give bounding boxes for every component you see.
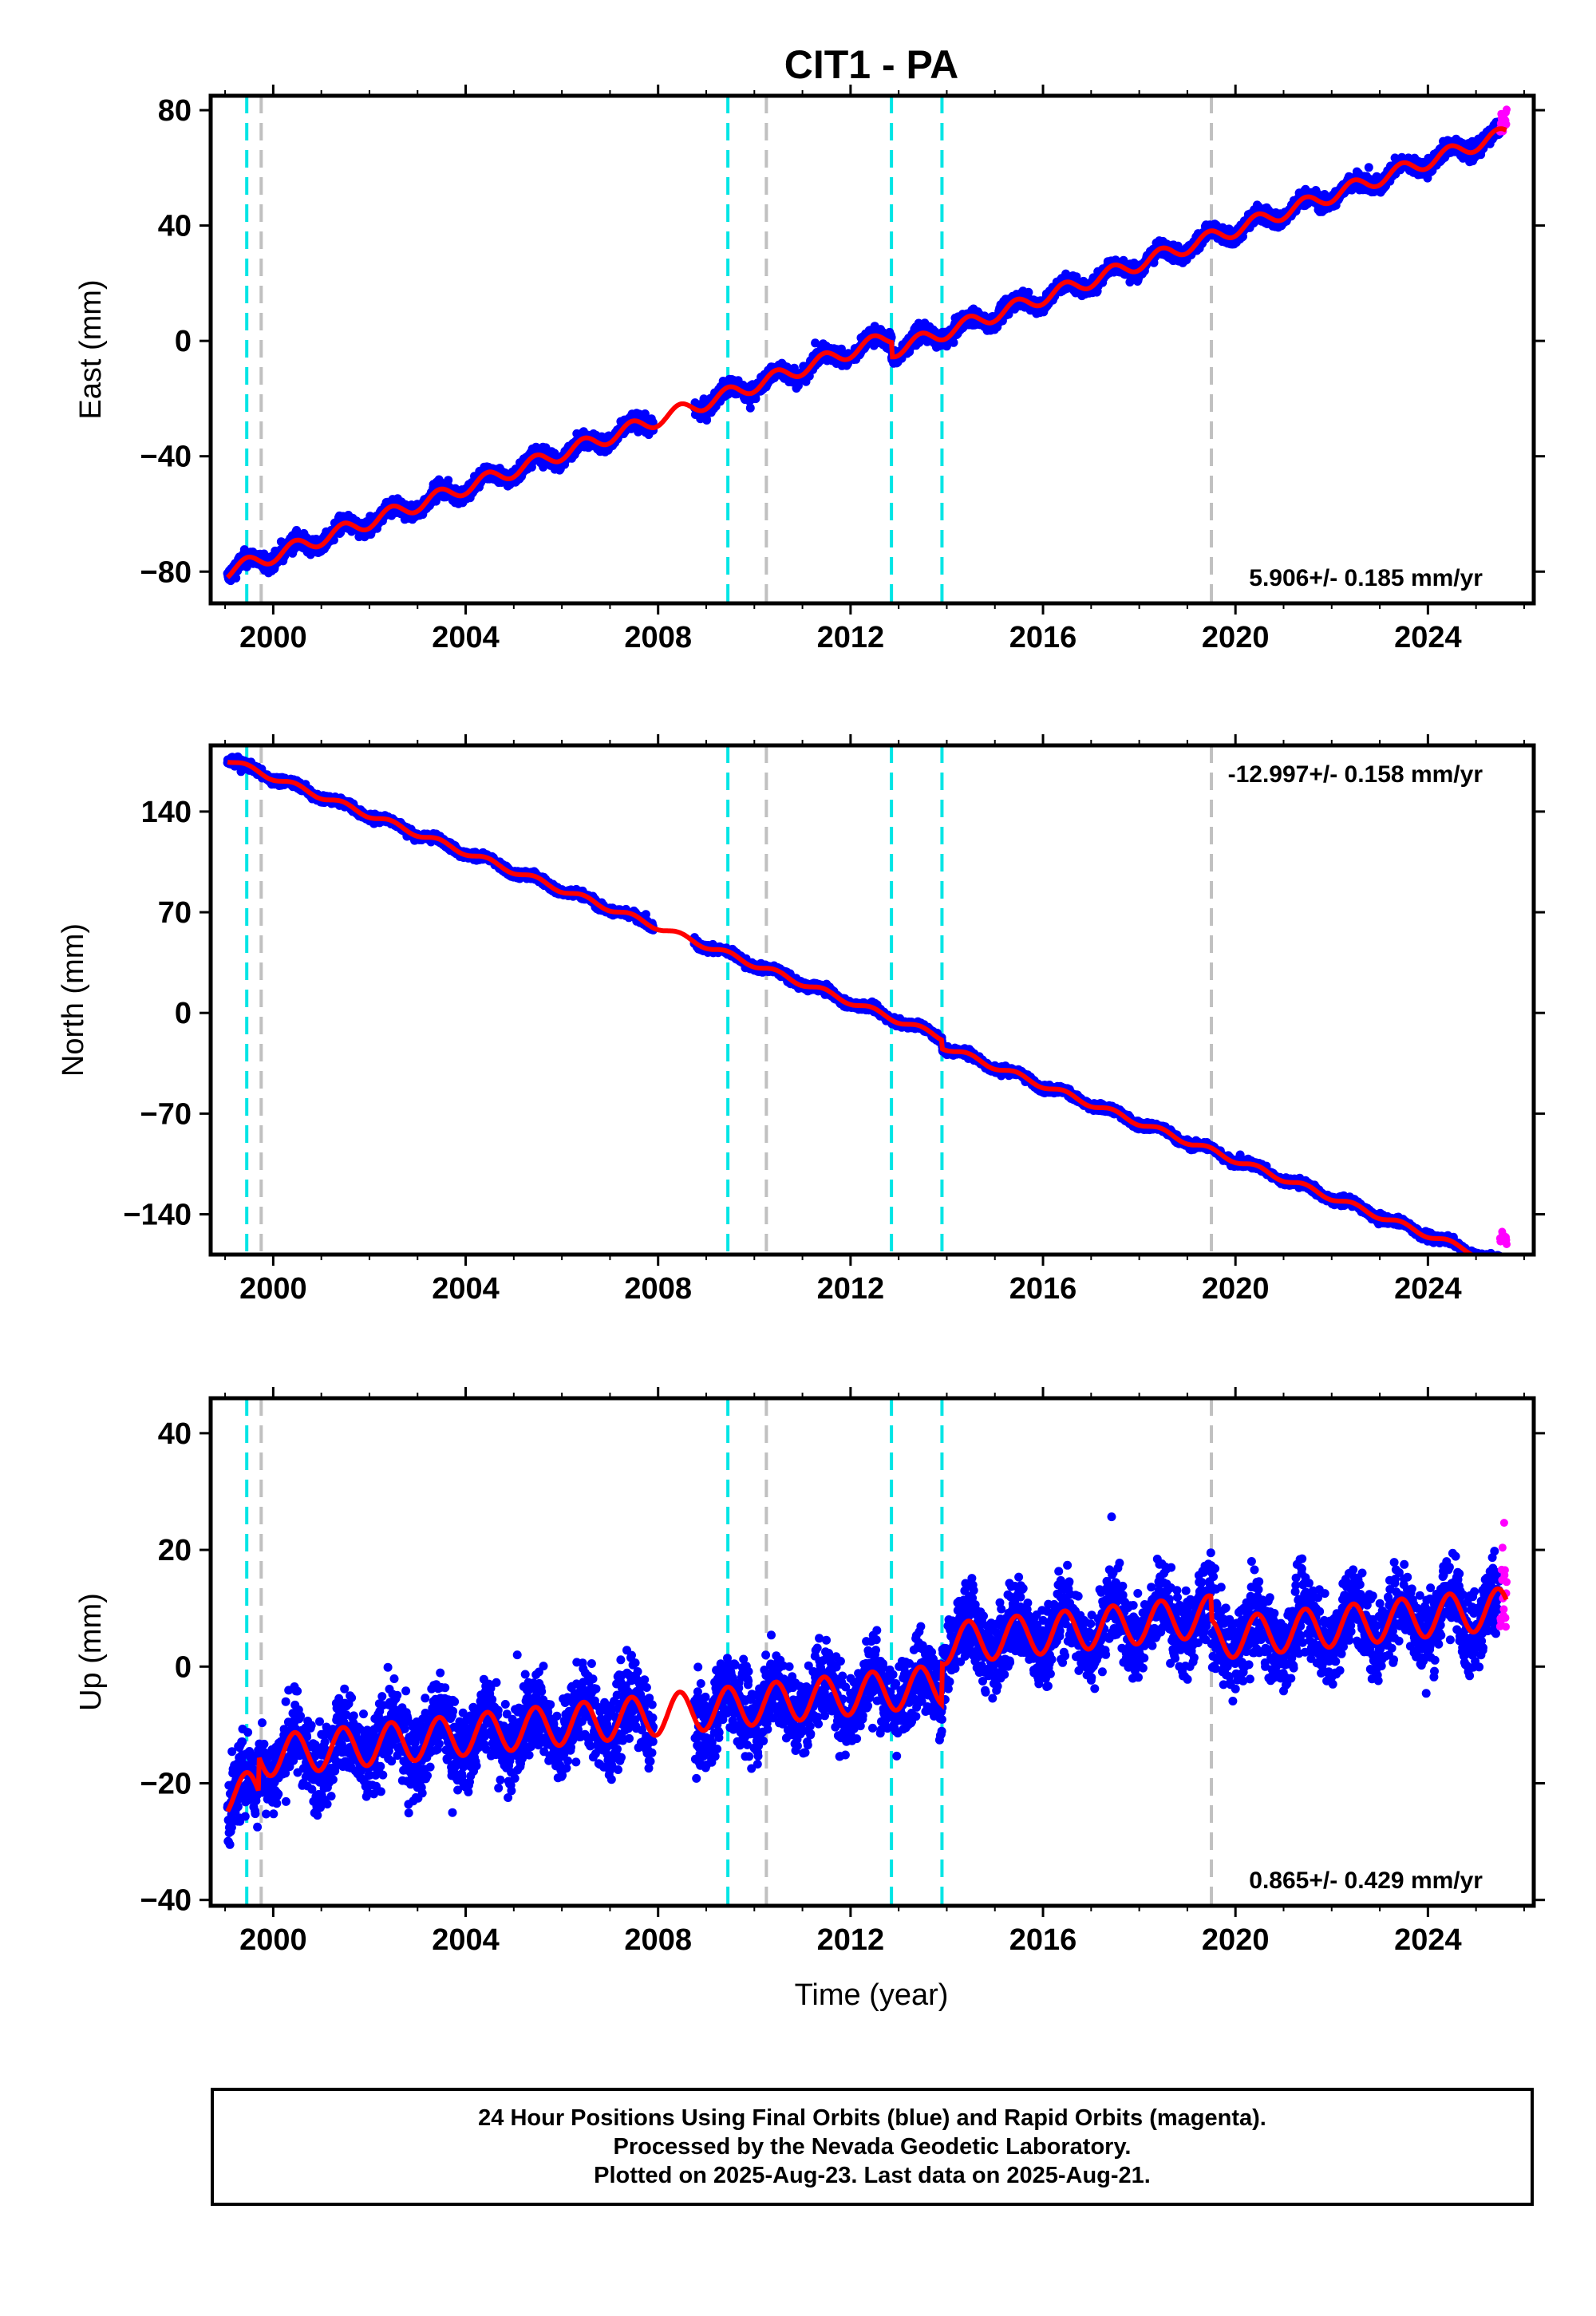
data-point bbox=[745, 403, 755, 413]
x-tick-label: 2020 bbox=[1202, 621, 1270, 654]
data-point bbox=[1502, 120, 1511, 128]
x-tick-label: 2016 bbox=[1009, 621, 1077, 654]
y-tick-label: 80 bbox=[158, 94, 192, 128]
y-axis-label: East (mm) bbox=[74, 279, 108, 419]
data-point bbox=[949, 338, 958, 347]
data-point bbox=[648, 417, 658, 427]
y-tick-label: −80 bbox=[140, 555, 192, 589]
x-tick-label: 2024 bbox=[1394, 621, 1462, 654]
y-tick-label: −40 bbox=[140, 441, 192, 474]
data-point bbox=[1503, 105, 1511, 114]
data-point bbox=[702, 416, 712, 425]
x-tick-label: 2008 bbox=[624, 621, 692, 654]
x-tick-label: 2012 bbox=[817, 621, 885, 654]
y-tick-label: 40 bbox=[158, 210, 192, 243]
data-point bbox=[231, 573, 241, 583]
data-point bbox=[836, 344, 846, 354]
panel-1: 2000 2004 2008 2012 2016 2020 2024 −80 −40 0 40 80 E… bbox=[74, 85, 1545, 654]
figure-title: CIT1 - PA bbox=[784, 42, 959, 87]
plot-frame bbox=[208, 93, 1536, 606]
panel-2: 2000 2004 2008 2012 2016 2020 2024−140−7007014… bbox=[57, 734, 1545, 1306]
plot-area bbox=[223, 745, 1511, 1255]
plot-area bbox=[223, 96, 1511, 603]
x-tick-label: 2004 bbox=[432, 621, 500, 654]
velocity-rate-label: 5.906+/- 0.185 mm/yr bbox=[1249, 565, 1483, 591]
data-point bbox=[444, 476, 453, 485]
x-tick-label: 2000 bbox=[239, 621, 307, 654]
rapid-orbits-series bbox=[1495, 105, 1511, 136]
data-point bbox=[751, 394, 760, 404]
model-fit-line bbox=[225, 126, 1507, 579]
final-orbits-series bbox=[223, 117, 1505, 586]
y-tick-label: 0 bbox=[175, 325, 192, 358]
data-point bbox=[1364, 163, 1373, 172]
